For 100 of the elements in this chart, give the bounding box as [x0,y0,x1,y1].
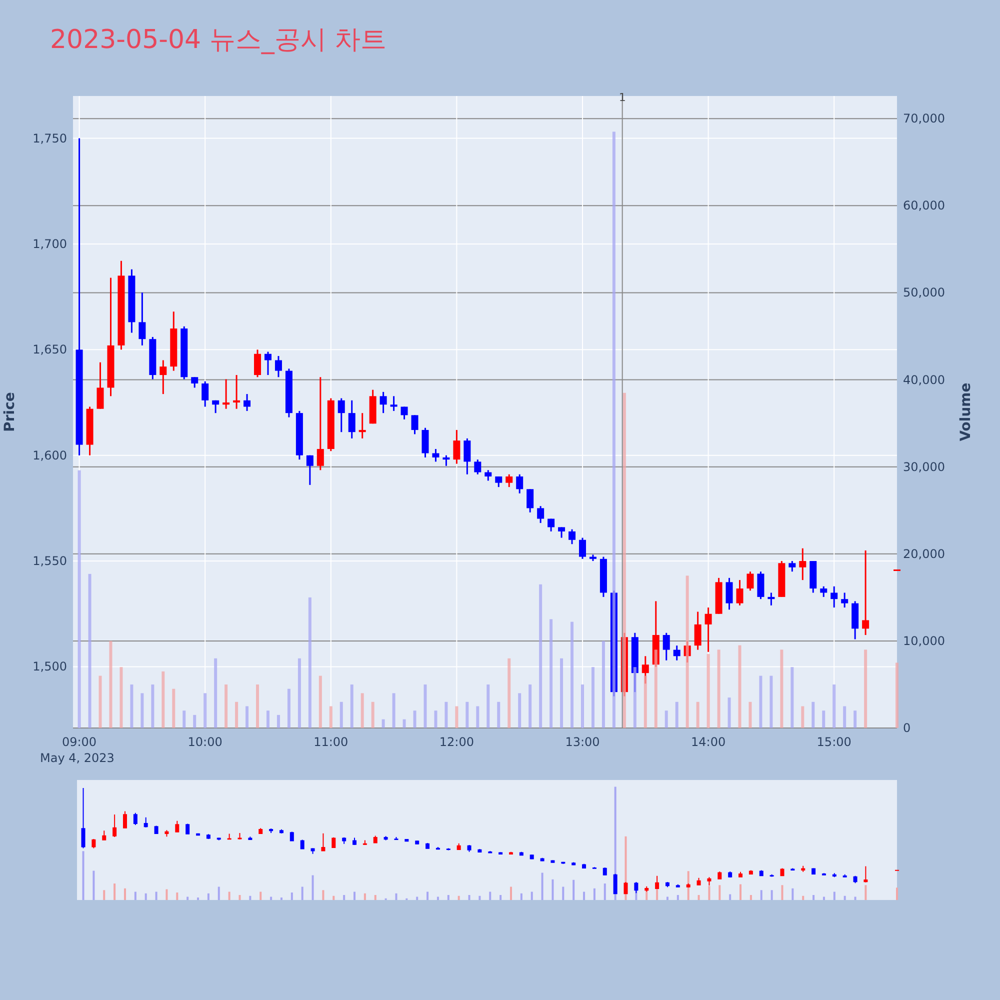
y2-tick-label: 70,000 [903,112,945,126]
bar [88,574,92,728]
bar [287,688,290,728]
y2-tick-label: 60,000 [903,198,945,213]
bar [214,658,218,728]
bar [246,706,249,728]
bar [444,702,448,728]
bar [235,702,238,728]
candlestick [390,395,398,412]
bar [466,702,469,728]
bar [151,684,154,728]
x-tick-label: 09:00 [62,735,97,749]
y2-tick-label: 0 [903,721,911,735]
bar [256,684,260,728]
candlestick [411,414,418,435]
bar [528,684,532,728]
candlestick [757,570,764,600]
bar [298,658,301,728]
bar [329,706,332,728]
bar [308,597,312,728]
y2-tick-label: 20,000 [903,546,945,561]
candlestick [453,429,460,465]
candlestick [746,570,754,592]
candlestick [558,526,566,539]
candlestick [464,438,471,476]
x-tick-label: 12:00 [439,735,474,749]
y-axis-title: Price [2,392,18,432]
bar [675,702,678,728]
y2-tick-label: 30,000 [903,460,945,474]
bar [172,688,176,728]
bar [130,684,134,728]
candlestick [548,518,555,532]
bar [539,584,542,728]
bar [644,676,647,728]
bar [350,684,354,728]
bar [580,684,584,728]
bar [602,640,605,728]
candlestick [442,454,450,467]
bar [140,693,144,728]
bar [864,650,868,728]
bar [770,676,773,728]
bar [204,693,207,728]
candlestick [306,454,314,486]
candlestick [160,359,167,395]
candlestick [274,355,282,378]
candlestick [506,474,513,488]
candlestick [841,592,848,608]
x-tick-label: 10:00 [188,735,222,749]
bar [360,693,364,728]
candlestick [358,412,366,440]
candlestick [202,380,209,408]
text: May 4, 2023 [40,751,114,765]
candlestick [474,458,482,476]
candlestick [432,448,440,462]
candlestick [254,348,262,378]
bar [392,693,396,728]
bar [550,619,553,728]
bar [224,684,228,728]
bar [434,710,438,728]
bar [843,706,846,728]
candlestick [222,378,230,410]
y-tick-label: 1,500 [32,660,67,674]
candlestick [264,351,272,376]
bar [508,658,511,728]
candlestick [862,550,870,636]
candlestick [244,393,251,412]
bar [266,710,270,728]
bar [717,650,720,728]
bar [182,710,186,728]
bar [801,706,804,728]
bar [748,702,752,728]
candlestick [338,398,345,433]
bar [738,645,742,728]
bar [812,702,815,728]
x-tick-label: 13:00 [565,735,600,749]
bar [382,719,385,728]
y2-tick-label: 40,000 [903,372,945,387]
bar [560,658,564,728]
y-tick-label: 1,700 [32,236,67,251]
x-tick-label: 15:00 [816,735,852,749]
bar [193,714,196,728]
candlestick [212,400,220,414]
bar [832,684,836,728]
bar [78,470,81,728]
bar [854,710,857,728]
candlestick [422,427,429,458]
candlestick [820,586,828,598]
bar [340,702,343,728]
bar [318,676,322,728]
y2-tick-label: 50,000 [903,286,945,300]
candlestick [830,586,838,608]
bar [518,693,522,728]
candlestick [704,606,712,653]
bar [822,710,826,728]
candlestick [799,548,806,581]
candlestick [694,610,702,651]
bar [790,667,794,728]
bar [162,671,165,728]
y-tick-label: 1,650 [32,342,67,357]
candlestick [233,374,240,410]
